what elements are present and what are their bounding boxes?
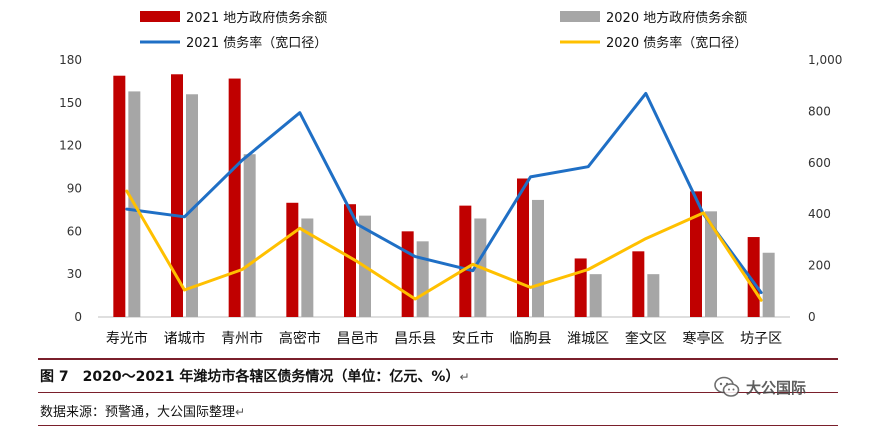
category-label: 昌乐县	[394, 331, 436, 347]
bar	[243, 154, 256, 317]
wechat-icon	[714, 376, 740, 397]
legend-swatch	[560, 11, 600, 22]
bar	[647, 274, 660, 317]
left-axis-tick-label: 30	[67, 267, 82, 281]
caption-bottom-rule	[38, 425, 838, 426]
category-label: 寒亭区	[683, 330, 725, 347]
category-label: 临朐县	[510, 331, 552, 347]
bar	[762, 252, 775, 317]
bar	[301, 218, 314, 317]
bar	[747, 237, 760, 317]
bar	[459, 205, 472, 317]
bar	[171, 74, 183, 318]
bar	[632, 251, 645, 317]
bar	[574, 258, 587, 317]
category-label: 潍城区	[567, 331, 609, 347]
right-axis-tick-label: 1,000	[808, 53, 842, 67]
right-axis-tick-label: 800	[808, 104, 831, 118]
caption-middle-rule	[38, 392, 838, 393]
category-label: 诸城市	[164, 330, 206, 347]
bar	[416, 241, 429, 317]
right-axis-tick-label: 0	[808, 310, 816, 324]
left-axis-tick-label: 90	[67, 182, 82, 196]
left-axis-tick-label: 120	[59, 139, 82, 153]
bar	[186, 94, 198, 318]
chart: 0 30 60 90 120 150 180 0 200 400 600 800 1,000 寿光市 诸城市…	[59, 10, 842, 347]
watermark-text: 大公国际	[746, 378, 807, 397]
caption-top-rule	[38, 358, 838, 360]
right-axis-tick-label: 600	[808, 156, 831, 170]
category-label: 奎文区	[625, 331, 667, 347]
return-mark: ↵	[459, 370, 470, 384]
data-source: 数据来源：预警通，大公国际整理↵	[40, 401, 245, 420]
bar	[286, 202, 299, 317]
bar	[690, 191, 702, 317]
category-label: 高密市	[279, 330, 321, 347]
return-mark: ↵	[235, 405, 246, 419]
category-label: 寿光市	[106, 330, 148, 347]
bar	[532, 199, 544, 317]
data-source-text: 数据来源：预警通，大公国际整理	[40, 405, 236, 420]
legend-label: 2020 地方政府债务余额	[606, 10, 747, 26]
left-axis-tick-label: 60	[67, 224, 82, 238]
bar	[113, 75, 126, 317]
series-line	[125, 91, 763, 295]
left-axis-tick-label: 0	[74, 310, 82, 324]
bar	[401, 231, 414, 317]
bar	[705, 211, 717, 317]
series-line	[125, 189, 763, 302]
bar	[517, 178, 529, 317]
legend-swatch	[140, 11, 180, 22]
legend-label: 2021 债务率（宽口径）	[186, 35, 327, 51]
bar	[228, 78, 241, 317]
legend-label: 2020 债务率（宽口径）	[606, 35, 747, 51]
category-label: 昌邑市	[337, 330, 379, 347]
figure-title-text: 图 7 2020～2021 年潍坊市各辖区债务情况（单位：亿元、%）	[40, 369, 460, 385]
category-label: 安丘市	[452, 330, 494, 347]
bar	[589, 274, 602, 317]
left-axis-tick-label: 180	[59, 53, 82, 67]
bar	[344, 204, 356, 317]
category-label: 坊子区	[740, 331, 782, 347]
right-axis-tick-label: 200	[808, 259, 831, 273]
watermark: 大公国际	[714, 376, 806, 398]
left-axis-tick-label: 150	[59, 96, 82, 110]
legend-label: 2021 地方政府债务余额	[186, 10, 327, 26]
figure-title: 图 7 2020～2021 年潍坊市各辖区债务情况（单位：亿元、%）↵	[40, 366, 470, 386]
category-label: 青州市	[221, 330, 263, 347]
right-axis-tick-label: 400	[808, 207, 831, 221]
